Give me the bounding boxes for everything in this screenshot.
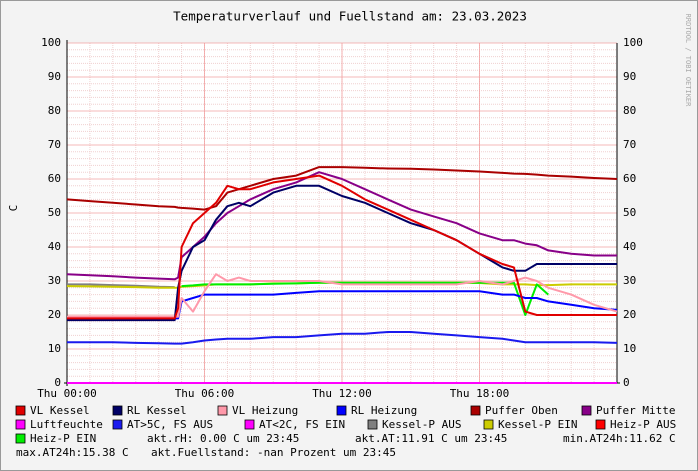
legend-label: RL Kessel [127, 404, 187, 417]
y2-tick-label: 50 [623, 206, 636, 219]
y-tick-label: 60 [48, 172, 61, 185]
y-tick-label: 40 [48, 240, 61, 253]
legend-swatch [595, 419, 606, 430]
series-line [66, 166, 618, 211]
y2-tick-label: 40 [623, 240, 636, 253]
y-tick-label: 0 [54, 376, 61, 389]
legend-label: AT>5C, FS AUS [127, 418, 213, 431]
legend-label: Heiz-P AUS [610, 418, 676, 431]
legend-swatch [15, 405, 26, 416]
legend-swatch [336, 405, 347, 416]
legend-swatch [112, 419, 123, 430]
legend-label: Puffer Oben [485, 404, 558, 417]
chart-title: Temperaturverlauf und Fuellstand am: 23.… [173, 9, 527, 24]
legend-label: Kessel-P EIN [498, 418, 577, 431]
legend-label: Luftfeuchte [30, 418, 103, 431]
legend-swatch [581, 405, 592, 416]
legend-label: AT<2C, FS EIN [259, 418, 345, 431]
y2-tick-label: 0 [623, 376, 630, 389]
y-tick-label: 30 [48, 274, 61, 287]
legend-swatch [15, 433, 26, 444]
y-tick-label: 80 [48, 104, 61, 117]
info-text: max.AT24h:15.38 C [16, 446, 129, 459]
y-tick-label: 100 [41, 36, 61, 49]
x-tick-label: Thu 18:00 [450, 387, 510, 400]
legend-swatch [470, 405, 481, 416]
y2-tick-label: 30 [623, 274, 636, 287]
legend-label: VL Kessel [30, 404, 90, 417]
info-text: akt.Fuellstand: -nan Prozent um 23:45 [151, 446, 396, 459]
y2-tick-label: 20 [623, 308, 636, 321]
legend-label: RL Heizung [351, 404, 417, 417]
x-tick-label: Thu 12:00 [312, 387, 372, 400]
y2-tick-label: 90 [623, 70, 636, 83]
y-tick-label: 20 [48, 308, 61, 321]
legend-label: Heiz-P EIN [30, 432, 96, 445]
series-line [67, 174, 617, 320]
y-tick-label: 90 [48, 70, 61, 83]
legend-swatch [217, 405, 228, 416]
legend-swatch [483, 419, 494, 430]
y2-tick-label: 70 [623, 138, 636, 151]
y-tick-label: 50 [48, 206, 61, 219]
y2-tick-label: 80 [623, 104, 636, 117]
y-tick-label: 10 [48, 342, 61, 355]
x-tick-label: Thu 06:00 [175, 387, 235, 400]
legend-label: Puffer Mitte [596, 404, 675, 417]
legend-swatch [15, 419, 26, 430]
legend-swatch [367, 419, 378, 430]
y2-tick-label: 10 [623, 342, 636, 355]
legend-swatch [244, 419, 255, 430]
y2-tick-label: 100 [623, 36, 643, 49]
y-axis-label: C [7, 205, 20, 212]
x-tick-label: Thu 00:00 [37, 387, 97, 400]
info-text: akt.rH: 0.00 C um 23:45 [147, 432, 299, 445]
y2-tick-label: 60 [623, 172, 636, 185]
y-tick-label: 70 [48, 138, 61, 151]
info-text: akt.AT:11.91 C um 23:45 [355, 432, 507, 445]
watermark: RRDTOOL / TOBI OETIKER [684, 14, 692, 108]
series-line [67, 331, 618, 345]
legend-label: Kessel-P AUS [382, 418, 461, 431]
info-text: min.AT24h:11.62 C [563, 432, 676, 445]
legend-swatch [112, 405, 123, 416]
legend-label: VL Heizung [232, 404, 298, 417]
